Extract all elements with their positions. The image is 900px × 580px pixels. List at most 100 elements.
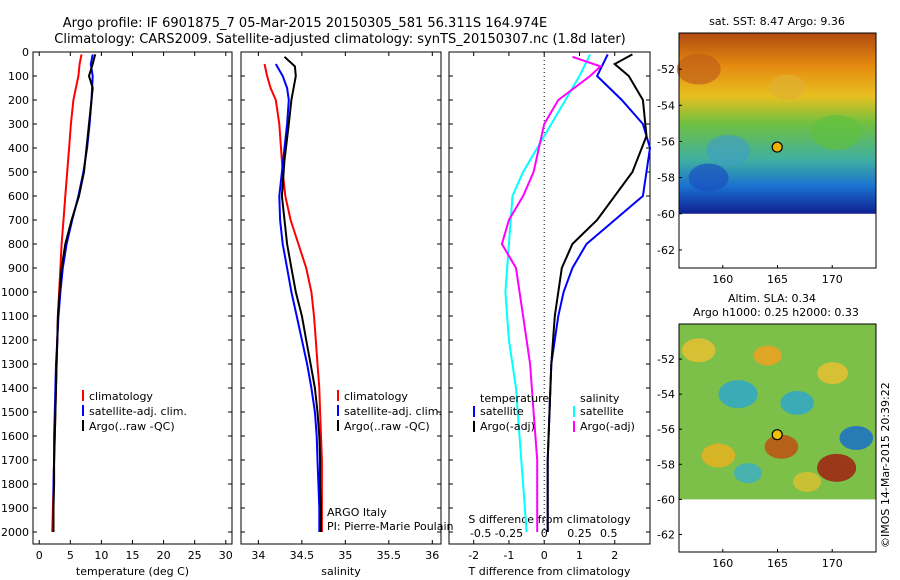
legend-label: Argo(-adj) bbox=[580, 420, 635, 433]
x-tick-label: 15 bbox=[126, 549, 140, 562]
annotation-pi: PI: Pierre-Marie Poulain bbox=[327, 520, 454, 533]
x-tick-label: 34.5 bbox=[290, 549, 315, 562]
x-tick-label: -2 bbox=[468, 549, 479, 562]
series-line-t-argo-adj- bbox=[546, 53, 648, 532]
x-tick-label: 36 bbox=[425, 549, 439, 562]
y-tick-label: 1200 bbox=[1, 334, 29, 347]
y-tick-label: 100 bbox=[8, 70, 29, 83]
map-x-tick-label: 165 bbox=[767, 273, 788, 286]
x-axis-label: temperature (deg C) bbox=[76, 565, 189, 578]
map-y-tick-label: -60 bbox=[657, 493, 675, 506]
sla-patch bbox=[817, 453, 857, 482]
y-tick-label: 1600 bbox=[1, 430, 29, 443]
series-line-s-satellite bbox=[504, 53, 591, 533]
difference-panel: -2 -1 0 1 2 T difference from climatology S di… bbox=[448, 51, 652, 578]
x-tick-label: 1 bbox=[576, 549, 583, 562]
y-tick-label: 1100 bbox=[1, 310, 29, 323]
y-tick-label: 0 bbox=[22, 46, 29, 59]
y-tick-label: 500 bbox=[8, 166, 29, 179]
y-tick-label: 800 bbox=[8, 238, 29, 251]
series-line-climatology bbox=[263, 63, 323, 532]
legend-label: Argo(..raw -QC) bbox=[344, 420, 430, 433]
series-line-satellite-adj-clim- bbox=[274, 63, 321, 532]
footer-timestamp: ©IMOS 14-Mar-2015 20:39:22 bbox=[879, 382, 892, 548]
s-tick-label: 0.25 bbox=[567, 527, 592, 540]
legend-label: satellite-adj. clim. bbox=[344, 405, 442, 418]
sla-patch bbox=[817, 362, 849, 385]
map-y-tick-label: -52 bbox=[657, 63, 675, 76]
x-tick-label: 34 bbox=[251, 549, 265, 562]
sst-patch bbox=[811, 114, 862, 150]
y-tick-label: 1800 bbox=[1, 478, 29, 491]
map-x-tick-label: 165 bbox=[767, 557, 788, 570]
sla-patch bbox=[764, 434, 799, 459]
y-tick-label: 1900 bbox=[1, 502, 29, 515]
legend-label: satellite bbox=[480, 405, 524, 418]
map-y-tick-label: -54 bbox=[657, 388, 675, 401]
map-x-tick-label: 170 bbox=[822, 273, 843, 286]
s-tick-label: -0.25 bbox=[495, 527, 523, 540]
y-tick-label: 700 bbox=[8, 214, 29, 227]
y-tick-label: 2000 bbox=[1, 526, 29, 539]
sst-patch bbox=[688, 163, 729, 192]
plot-frame bbox=[448, 51, 651, 545]
legend-label: Argo(-adj) bbox=[480, 420, 535, 433]
legend-temp-title: temperature bbox=[480, 392, 549, 405]
y-tick-label: 1300 bbox=[1, 358, 29, 371]
y-tick-label: 600 bbox=[8, 190, 29, 203]
sst-patch bbox=[676, 53, 721, 85]
sla-patch bbox=[793, 471, 822, 492]
sla-patch bbox=[780, 390, 814, 415]
x-tick-label: 0 bbox=[541, 549, 548, 562]
map-x-tick-label: 160 bbox=[712, 273, 733, 286]
x-tick-label: -1 bbox=[503, 549, 514, 562]
x-tick-label: 10 bbox=[94, 549, 108, 562]
x-tick-label: 30 bbox=[219, 549, 233, 562]
y-tick-label: 200 bbox=[8, 94, 29, 107]
x-tick-label: 5 bbox=[67, 549, 74, 562]
sla-patch bbox=[681, 338, 716, 363]
legend-label: Argo(..raw -QC) bbox=[89, 420, 175, 433]
legend-label: satellite bbox=[580, 405, 624, 418]
sst-map-panel: sat. SST: 8.47 Argo: 9.36 160 165 170 -52 -5… bbox=[657, 15, 877, 286]
x-axis-label: T difference from climatology bbox=[468, 565, 631, 578]
y-tick-label: 900 bbox=[8, 262, 29, 275]
sla-patch bbox=[733, 463, 762, 484]
x-tick-label: 20 bbox=[157, 549, 171, 562]
sla-patch bbox=[701, 443, 736, 468]
argo-position-marker bbox=[771, 429, 783, 441]
y-tick-label: 400 bbox=[8, 142, 29, 155]
map-y-tick-label: -56 bbox=[657, 135, 675, 148]
sla-map-panel: Altim. SLA: 0.34 Argo h1000: 0.25 h2000:… bbox=[657, 292, 877, 570]
map-y-tick-label: -62 bbox=[657, 528, 675, 541]
legend-label: climatology bbox=[89, 390, 153, 403]
s-tick-label: 0 bbox=[541, 527, 548, 540]
plot-frame bbox=[240, 51, 442, 545]
sla-map-title-2: Argo h1000: 0.25 h2000: 0.33 bbox=[693, 306, 859, 319]
map-y-tick-label: -56 bbox=[657, 423, 675, 436]
legend-sal-title: salinity bbox=[580, 392, 620, 405]
series-line-climatology bbox=[51, 54, 83, 533]
series-line-argo-raw-qc- bbox=[280, 56, 322, 532]
sla-patch bbox=[718, 380, 758, 409]
plot-frame bbox=[32, 51, 233, 545]
x-axis-label: salinity bbox=[321, 565, 361, 578]
salinity-panel: 34 34.5 35 35.5 36 salinity climatology satelli… bbox=[240, 51, 454, 578]
y-tick-label: 1000 bbox=[1, 286, 29, 299]
map-y-tick-label: -58 bbox=[657, 172, 675, 185]
x-tick-label: 0 bbox=[36, 549, 43, 562]
series-line-s-argo-adj- bbox=[500, 55, 603, 532]
map-y-tick-label: -52 bbox=[657, 353, 675, 366]
temperature-panel: 0100200300400500600700800900100011001200… bbox=[1, 46, 233, 578]
title-line-1: Argo profile: IF 6901875_7 05-Mar-2015 2… bbox=[63, 16, 547, 31]
legend-label: satellite-adj. clim. bbox=[89, 405, 187, 418]
sst-patch bbox=[769, 74, 806, 100]
series-line-t-satellite bbox=[546, 53, 652, 532]
x-tick-label: 35 bbox=[338, 549, 352, 562]
s-tick-label: -0.5 bbox=[470, 527, 491, 540]
sla-patch bbox=[753, 345, 782, 366]
sla-map-title-1: Altim. SLA: 0.34 bbox=[728, 292, 816, 305]
map-x-tick-label: 170 bbox=[822, 557, 843, 570]
y-tick-label: 1400 bbox=[1, 382, 29, 395]
